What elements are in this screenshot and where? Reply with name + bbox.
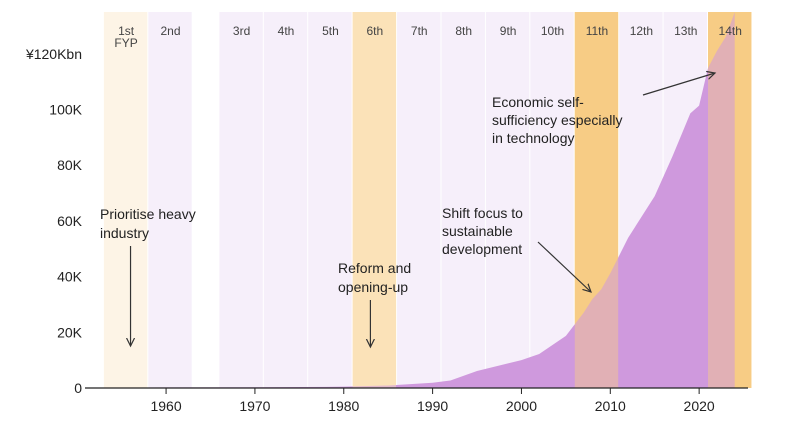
x-tick-6: 2020 [684, 398, 715, 414]
plan-band-overlay-14 [708, 12, 752, 388]
plan-label-12: 12th [630, 24, 653, 38]
y-tick-1: 20K [57, 324, 83, 340]
x-tick-2: 1980 [328, 398, 359, 414]
x-tick-0: 1960 [150, 398, 181, 414]
plan-label-14: 14th [719, 24, 742, 38]
y-tick-6: ¥120Kbn [25, 46, 82, 62]
plan-labels: 1st FYP 2nd 3rd 4th 5th 6th 7th 8th 9th 10th 11th 12… [114, 24, 741, 50]
x-tick-1: 1970 [239, 398, 270, 414]
y-tick-4: 80K [57, 157, 83, 173]
plan-band-overlay-11 [574, 12, 619, 388]
plan-band-2 [148, 12, 192, 388]
y-tick-3: 60K [57, 213, 83, 229]
plan-label-2: 2nd [161, 24, 181, 38]
x-tick-3: 1990 [417, 398, 448, 414]
plan-label-4: 4th [278, 24, 295, 38]
plan-band-3 [219, 12, 263, 388]
plan-band-overlay-6 [352, 12, 397, 388]
x-tick-5: 2010 [595, 398, 626, 414]
annotation-self-sufficiency: Economic self-sufficiency especially in t… [492, 94, 622, 146]
plan-band-7 [397, 12, 441, 388]
gdp-series [95, 12, 735, 389]
x-tick-4: 2000 [506, 398, 537, 414]
annotation-reform: Reform and opening-up [338, 260, 411, 295]
arrow-self-sufficiency [642, 73, 715, 96]
annotations: Prioritise heavy industry Reform and openin… [100, 73, 715, 347]
plan-label-13: 13th [674, 24, 697, 38]
plan-label-3: 3rd [233, 24, 250, 38]
plan-label-7: 7th [411, 24, 428, 38]
plan-band-overlays [352, 12, 752, 388]
plan-band-6 [352, 12, 397, 388]
plan-band-10 [530, 12, 574, 388]
y-tick-0: 0 [74, 380, 82, 396]
plan-label-8: 8th [455, 24, 472, 38]
plan-band-8 [441, 12, 485, 388]
y-tick-2: 40K [57, 269, 83, 285]
plan-label-9: 9th [500, 24, 517, 38]
arrow-sustainable [537, 241, 591, 292]
plan-band-4 [263, 12, 308, 388]
y-tick-5: 100K [49, 101, 82, 117]
plan-band-9 [485, 12, 530, 388]
plan-band-1 [103, 12, 148, 388]
plan-label-5: 5th [322, 24, 339, 38]
axes: 0 20K 40K 60K 80K 100K ¥120Kbn 1960 1970 1980 1990… [25, 46, 748, 414]
plan-label-10: 10th [541, 24, 564, 38]
annotation-heavy-industry: Prioritise heavy industry [100, 206, 196, 241]
plan-band-5 [308, 12, 352, 388]
plan-label-6: 6th [367, 24, 384, 38]
gdp-area [95, 12, 735, 389]
annotation-sustainable: Shift focus to sustainable development [442, 205, 523, 257]
plan-label-11: 11th [586, 24, 608, 38]
plan-label-1: 1st FYP [114, 24, 137, 50]
